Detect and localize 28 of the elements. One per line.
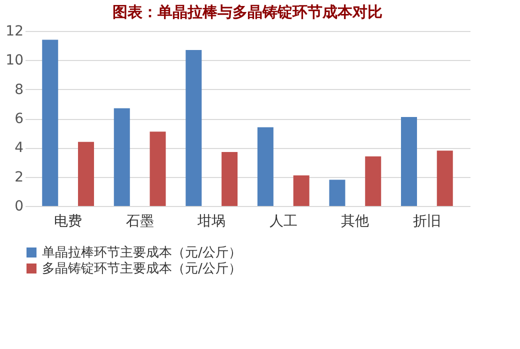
bar — [400, 117, 417, 206]
y-tick-label: 10 — [6, 52, 24, 69]
legend-label: 多晶铸锭环节主要成本（元/公斤） — [42, 260, 242, 276]
chart-title: 图表：单晶拉棒与多晶铸锭环节成本对比 — [112, 3, 382, 21]
bar — [150, 132, 166, 206]
x-tick-label: 折旧 — [412, 214, 441, 230]
y-tick-label: 12 — [6, 24, 24, 40]
y-tick-label: 6 — [14, 111, 24, 127]
bar — [42, 40, 58, 206]
bar — [257, 127, 274, 206]
y-tick-label: 4 — [14, 140, 24, 156]
x-tick-label: 石墨 — [126, 214, 154, 230]
bar — [114, 108, 130, 206]
bar — [78, 142, 94, 206]
bar — [365, 156, 382, 206]
y-tick-label: 2 — [14, 169, 24, 186]
bar — [436, 150, 453, 206]
y-tick-label: 8 — [14, 82, 24, 98]
y-tick-label: 0 — [14, 198, 24, 214]
bar — [222, 152, 238, 206]
legend-label: 单晶拉棒环节主要成本（元/公斤） — [42, 244, 242, 260]
bar — [329, 180, 346, 206]
x-tick-label: 人工 — [269, 214, 298, 230]
bar — [186, 50, 202, 206]
x-tick-label: 其他 — [341, 214, 370, 230]
x-tick-label: 电费 — [54, 214, 82, 230]
x-tick-label: 坩埚 — [196, 214, 226, 230]
bar — [293, 175, 310, 206]
